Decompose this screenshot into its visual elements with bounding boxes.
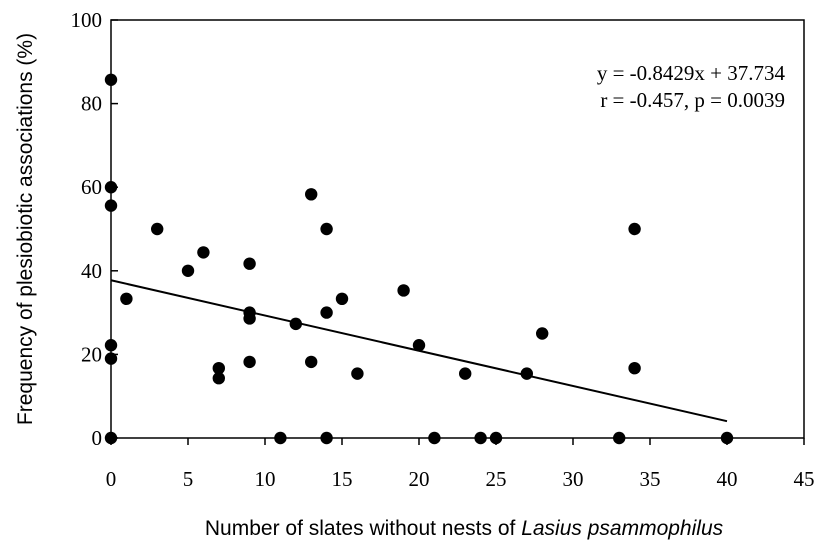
data-point — [151, 222, 164, 236]
y-tick-label: 80 — [81, 92, 102, 116]
data-point — [274, 431, 287, 445]
data-point — [536, 327, 549, 340]
data-point — [212, 361, 225, 375]
x-tick-label: 0 — [106, 467, 117, 491]
data-point — [474, 431, 487, 445]
data-point — [320, 306, 333, 319]
plot-area-frame — [110, 19, 805, 439]
data-point — [459, 367, 472, 380]
data-point — [243, 355, 256, 369]
data-point — [104, 352, 118, 365]
x-tick-label: 45 — [794, 467, 815, 491]
x-axis-title-plain: Number of slates without nests of — [205, 517, 521, 540]
data-point — [289, 317, 302, 331]
data-point — [305, 188, 318, 201]
y-tick-label: 20 — [81, 342, 102, 366]
x-axis-ticks: 0 5 10 15 20 25 30 35 40 45 — [106, 438, 815, 491]
x-tick-label: 30 — [563, 467, 584, 491]
x-axis-title: Number of slates without nests of Lasius… — [205, 517, 724, 540]
data-point — [104, 339, 118, 352]
stats-annotation: r = -0.457, p = 0.0039 — [600, 88, 785, 112]
data-point — [320, 431, 333, 445]
data-point — [104, 181, 118, 194]
data-point — [212, 372, 225, 385]
data-point — [412, 339, 426, 352]
x-tick-label: 25 — [486, 467, 507, 491]
data-point — [628, 222, 641, 236]
x-tick-label: 15 — [332, 467, 353, 491]
y-tick-label: 0 — [92, 426, 103, 450]
y-tick-label: 40 — [81, 259, 102, 283]
data-point — [335, 292, 349, 306]
data-point — [104, 199, 118, 212]
data-point — [305, 355, 318, 369]
x-tick-label: 10 — [255, 467, 276, 491]
data-point — [428, 431, 441, 445]
data-point — [397, 284, 410, 297]
data-point — [243, 312, 256, 325]
data-point — [520, 367, 533, 380]
data-point — [720, 431, 734, 445]
data-point — [613, 431, 626, 445]
data-point — [104, 431, 118, 445]
data-point — [120, 292, 133, 306]
equation-annotation: y = -0.8429x + 37.734 — [597, 61, 786, 85]
data-point — [243, 257, 256, 270]
data-point — [628, 361, 641, 375]
y-tick-label: 60 — [81, 175, 102, 199]
data-point — [320, 222, 333, 236]
data-point — [489, 431, 503, 445]
x-axis-title-species: Lasius psammophilus — [521, 517, 723, 540]
x-tick-label: 5 — [183, 467, 194, 491]
data-point — [197, 246, 210, 259]
x-tick-label: 40 — [717, 467, 738, 491]
y-axis-ticks: 0 20 40 60 80 100 — [71, 8, 118, 450]
data-points — [104, 73, 734, 445]
data-point — [181, 264, 195, 277]
y-tick-label: 100 — [71, 8, 103, 32]
data-point — [104, 73, 118, 86]
x-tick-label: 20 — [409, 467, 430, 491]
data-point — [351, 367, 364, 380]
y-axis-title: Frequency of plesiobiotic associations (… — [14, 33, 37, 425]
x-tick-label: 35 — [640, 467, 661, 491]
